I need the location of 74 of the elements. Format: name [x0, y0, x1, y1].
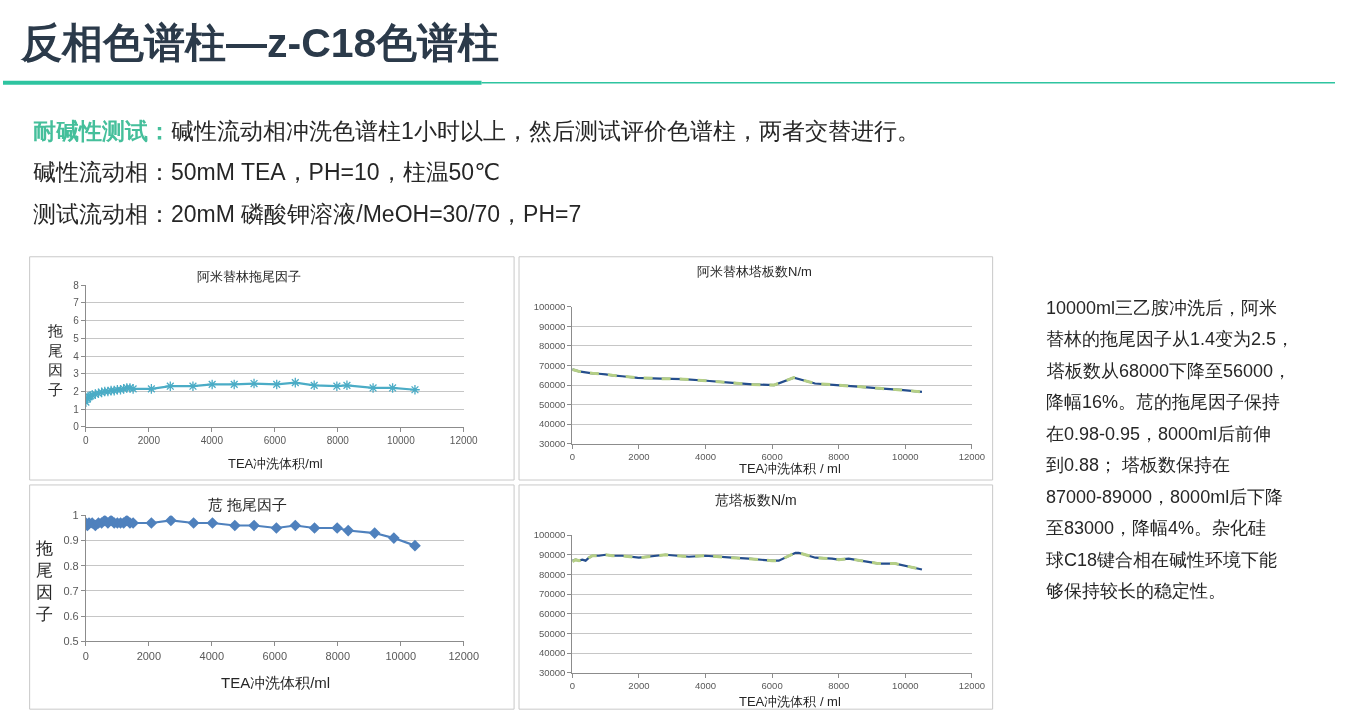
x-axis-title: TEA冲洗体积/ml: [221, 674, 331, 691]
y-tick-label: 2: [73, 386, 80, 398]
x-tick-label: 0: [83, 434, 90, 446]
y-tick-label: 0.8: [63, 559, 79, 572]
x-tick-label: 10000: [892, 451, 919, 463]
x-tick-label: 4000: [199, 649, 225, 662]
y-tick-label: 40000: [538, 647, 566, 659]
y-tick-label: 50000: [538, 627, 566, 639]
x-tick-label: 10000: [386, 434, 416, 446]
y-tick-label: 0.6: [63, 609, 79, 622]
text: 10000ml三乙胺冲洗后，阿米替林的拖尾因子从1.4变为2.5，塔板数从68000下降至56000，降幅16%。苊的拖尾因子保持在0.98-0.95，8000ml后前伸到0.88； 塔板数保持在87000-89000，8000ml后下降至83000，降幅4%。杂化硅球C18键合相在碱性环境下能够保持较长的稳定性。: [1046, 298, 1295, 601]
y-tick-label: 0.7: [63, 584, 79, 597]
y-tick-label: 60000: [538, 608, 566, 620]
y-tick-label: 4: [73, 350, 80, 362]
x-tick-label: 10000: [385, 649, 417, 662]
x-tick-label: 12000: [449, 434, 479, 446]
y-tick-label: 40000: [538, 418, 566, 430]
x-tick-label: 2000: [136, 649, 162, 662]
y-axis-title: 拖尾因子: [35, 539, 53, 625]
x-tick-label: 8000: [828, 451, 850, 463]
x-tick-label: 6000: [262, 649, 288, 662]
y-axis-title: 拖尾因子: [47, 322, 63, 398]
x-tick-label: 12000: [448, 649, 480, 662]
y-tick-label: 70000: [538, 588, 566, 600]
x-tick-label: 6000: [263, 434, 287, 446]
y-tick-label: 80000: [538, 568, 566, 580]
chart-title: 阿米替林拖尾因子: [197, 269, 301, 284]
chart-title: 阿米替林塔板数N/m: [697, 264, 812, 279]
y-tick-label: 0: [73, 421, 80, 433]
y-tick-label: 90000: [538, 549, 566, 561]
y-tick-label: 80000: [538, 340, 566, 352]
x-tick-label: 8000: [326, 434, 350, 446]
y-tick-label: 90000: [538, 320, 566, 332]
x-tick-label: 2000: [628, 451, 650, 463]
text: 测试流动相：20mM 磷酸钾溶液/MeOH=30/70，PH=7: [33, 201, 582, 227]
x-axis-title: TEA冲洗体积 / ml: [739, 461, 841, 476]
y-tick-label: 70000: [538, 359, 566, 371]
x-tick-label: 2000: [137, 434, 161, 446]
x-tick-label: 12000: [958, 451, 986, 463]
text: 反相色谱柱—z-C18色谱柱: [20, 20, 500, 66]
x-tick-label: 2000: [628, 680, 650, 692]
chart-title: 苊塔板数N/m: [715, 492, 797, 508]
y-tick-label: 0.9: [63, 534, 79, 547]
y-tick-label: 100000: [533, 301, 566, 313]
x-tick-label: 10000: [892, 680, 919, 692]
x-tick-label: 6000: [761, 451, 783, 463]
x-tick-label: 4000: [694, 680, 717, 692]
x-tick-label: 0: [569, 680, 575, 692]
text: 耐碱性测试：碱性流动相冲洗色谱柱1小时以上，然后测试评价色谱柱，两者交替进行。: [33, 118, 920, 144]
x-tick-label: 4000: [694, 451, 717, 463]
y-tick-label: 1: [72, 509, 79, 522]
x-tick-label: 6000: [761, 680, 783, 692]
x-tick-label: 0: [569, 451, 575, 463]
y-tick-label: 1: [73, 403, 80, 415]
x-axis-title: TEA冲洗体积 / ml: [739, 694, 841, 709]
text: 碱性流动相：50mM TEA，PH=10，柱温50℃: [33, 159, 500, 185]
chart-title: 苊 拖尾因子: [208, 496, 288, 513]
y-tick-label: 50000: [538, 398, 566, 410]
y-tick-label: 7: [73, 297, 80, 309]
y-tick-label: 0.5: [63, 635, 79, 648]
x-axis-title: TEA冲洗体积/ml: [228, 456, 323, 471]
x-tick-label: 12000: [958, 680, 986, 692]
y-tick-label: 30000: [538, 437, 566, 449]
y-tick-label: 60000: [538, 379, 566, 391]
x-tick-label: 4000: [200, 434, 224, 446]
y-tick-label: 3: [73, 368, 80, 380]
x-tick-label: 0: [82, 649, 89, 662]
y-tick-label: 30000: [538, 667, 566, 679]
x-tick-label: 8000: [325, 649, 351, 662]
y-tick-label: 8: [73, 279, 80, 291]
x-tick-label: 8000: [828, 680, 850, 692]
y-tick-label: 6: [73, 315, 80, 327]
y-tick-label: 100000: [533, 529, 566, 541]
y-tick-label: 5: [73, 332, 80, 344]
